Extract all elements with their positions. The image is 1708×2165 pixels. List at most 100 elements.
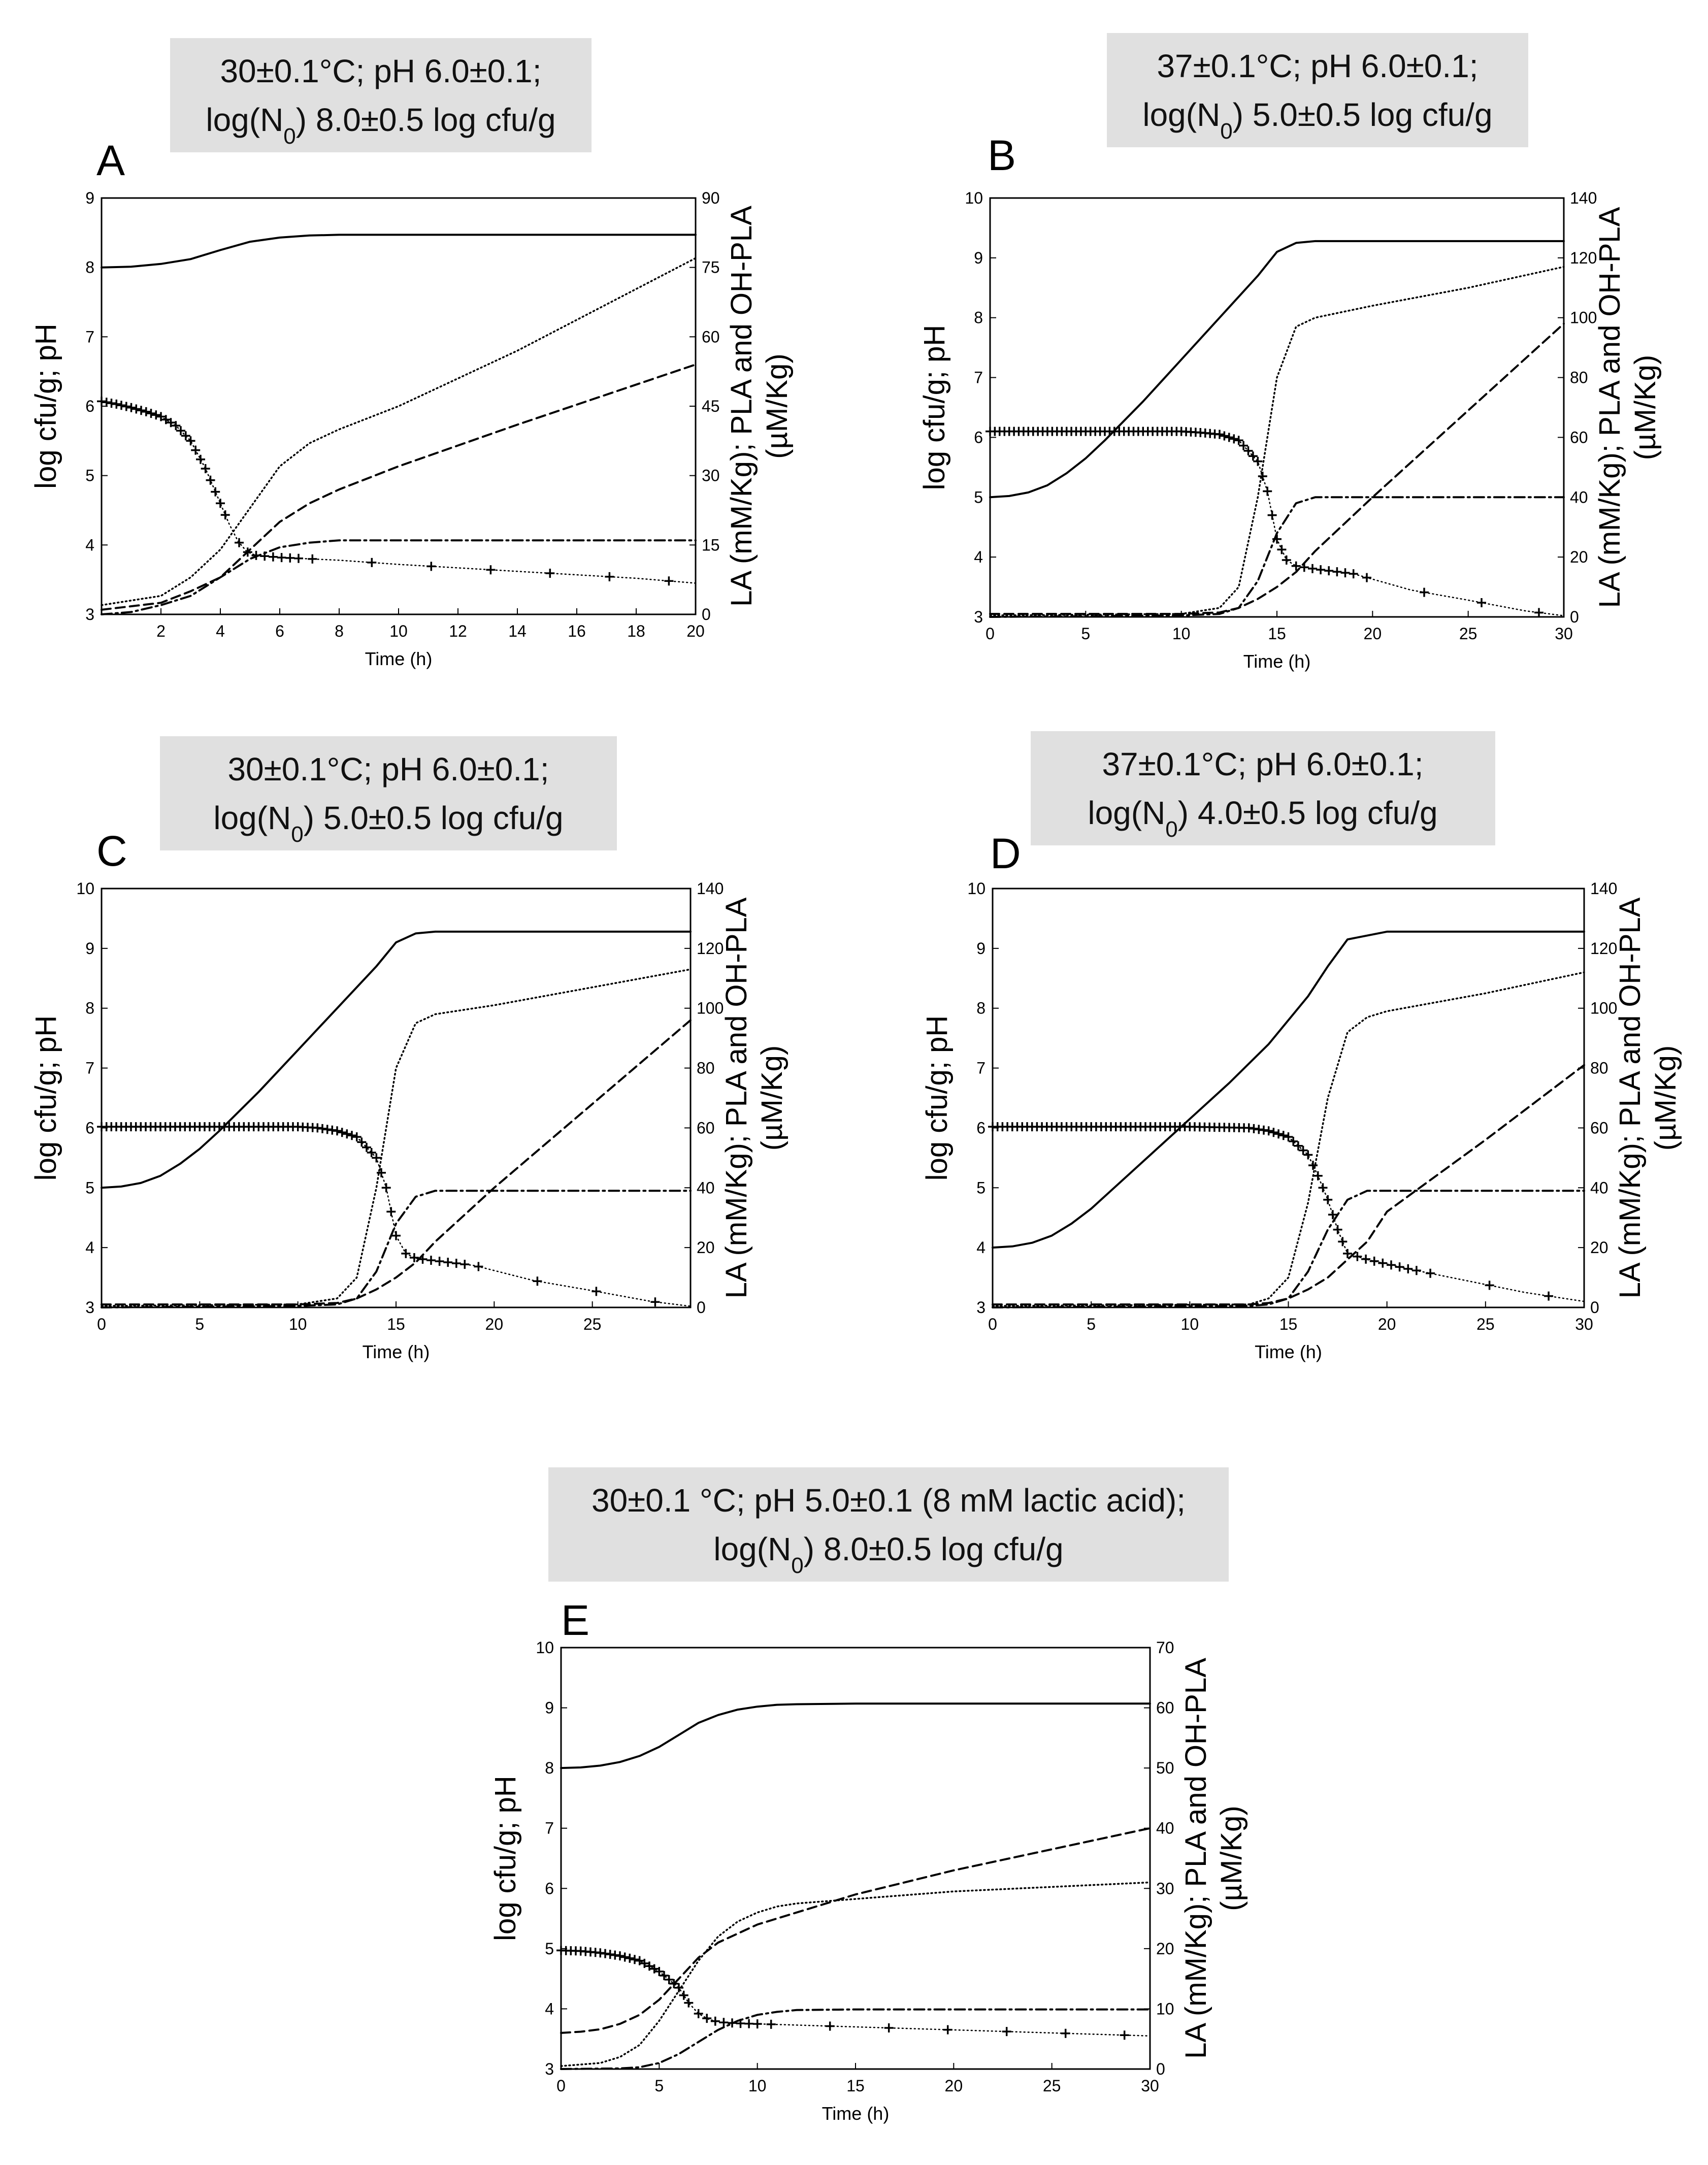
ph-marker (1282, 555, 1291, 565)
y-tick-label: 3 (85, 1298, 94, 1317)
ph-marker (592, 1287, 601, 1296)
panel-letter-a: A (96, 137, 125, 184)
series-oh-pla (992, 1190, 1585, 1308)
x-tick-label: 30 (1555, 625, 1573, 643)
ph-marker (211, 487, 220, 497)
ph-marker (630, 1955, 639, 1964)
ph-marker (1274, 1129, 1284, 1139)
ph-marker (1403, 1264, 1413, 1273)
panel-letter-d: D (990, 830, 1021, 877)
ph-marker (308, 554, 317, 564)
ph-marker (1361, 1254, 1371, 1264)
ph-marker (1387, 1260, 1396, 1270)
y2-tick-label: 0 (702, 605, 711, 624)
ph-marker (1328, 1210, 1337, 1220)
ph-marker (1215, 430, 1224, 439)
ph-marker (372, 1153, 381, 1163)
ph-marker (97, 397, 106, 406)
ph-marker (181, 431, 190, 441)
y2-tick-label: 15 (702, 536, 720, 554)
ph-marker (132, 404, 141, 414)
y2-tick-label: 20 (1590, 1238, 1608, 1257)
series-la (989, 266, 1565, 616)
ph-marker (1291, 561, 1301, 571)
x-tick-label: 0 (556, 2077, 566, 2095)
y2-tick-label: 100 (1570, 309, 1597, 327)
y-axis-label: log cfu/g; pH (29, 323, 62, 489)
y-tick-label: 10 (967, 879, 986, 898)
y-tick-label: 5 (545, 1940, 554, 1958)
x-tick-label: 10 (748, 2077, 767, 2095)
x-tick-label: 8 (335, 622, 344, 640)
x-axis-label: Time (h) (1243, 651, 1311, 672)
y2-tick-label: 120 (1570, 249, 1597, 267)
ph-marker (1544, 1291, 1554, 1301)
y2-axis-label-units: (µM/Kg) (761, 353, 794, 458)
ph-marker (1395, 1262, 1404, 1272)
series-line (101, 1190, 692, 1308)
y-tick-label: 6 (974, 428, 983, 446)
condition-b-line2: log(N0) 5.0±0.5 log cfu/g (1142, 96, 1492, 144)
panel-letter-c: C (96, 827, 127, 875)
y2-axis-label-units: (µM/Kg) (1629, 355, 1662, 460)
x-tick-label: 0 (97, 1315, 106, 1333)
ph-marker (196, 454, 205, 464)
y2-tick-label: 80 (1570, 369, 1588, 387)
series-line (101, 364, 697, 611)
y-tick-label: 9 (545, 1699, 554, 1717)
ph-marker (1338, 1237, 1348, 1246)
ph-marker (533, 1276, 542, 1286)
ph-marker (102, 398, 111, 407)
series-line (101, 1126, 692, 1307)
x-tick-label: 20 (485, 1315, 504, 1333)
x-tick-label: 2 (156, 622, 166, 640)
ph-marker (650, 1297, 660, 1307)
y2-axis-label: LA (mM/Kg); PLA and OH-PLA (1593, 207, 1626, 608)
y2-tick-label: 50 (1156, 1759, 1174, 1777)
x-axis-label: Time (h) (1255, 1341, 1322, 1362)
condition-d-line2: log(N0) 4.0±0.5 log cfu/g (1088, 795, 1437, 842)
series-la (101, 968, 692, 1307)
condition-a-line1: 30±0.1°C; pH 6.0±0.1; (220, 53, 541, 89)
y-tick-label: 6 (976, 1119, 986, 1137)
series-oh-pla (989, 496, 1565, 618)
ph-marker (362, 1142, 371, 1152)
x-tick-label: 6 (275, 622, 284, 640)
condition-box-b: 37±0.1°C; pH 6.0±0.1; log(N0) 5.0±0.5 lo… (1107, 33, 1528, 147)
series-log-cfu-g (101, 930, 692, 1189)
ph-marker (1349, 569, 1358, 579)
y-tick-label: 10 (536, 1638, 554, 1657)
ph-marker (171, 421, 181, 431)
y2-axis-label: LA (mM/Kg); PLA and OH-PLA (1179, 1658, 1212, 2059)
ph-marker (206, 475, 215, 485)
ph-marker (1369, 1256, 1379, 1266)
series-pla (101, 364, 697, 611)
y-axis-label: log cfu/g; pH (918, 325, 951, 490)
y2-axis-label-units: (µM/Kg) (756, 1045, 789, 1151)
ph-marker (1229, 434, 1239, 444)
x-tick-label: 30 (1141, 2077, 1159, 2095)
y2-tick-label: 70 (1156, 1638, 1174, 1657)
y2-tick-label: 80 (697, 1059, 715, 1077)
plot-frame (989, 197, 1565, 618)
ph-marker (684, 1998, 694, 2008)
ph-marker (1318, 1183, 1328, 1193)
ph-marker (1120, 2030, 1129, 2040)
ph-marker (744, 2019, 754, 2028)
x-tick-label: 20 (1378, 1315, 1396, 1333)
y2-axis-label: LA (mM/Kg); PLA and OH-PLA (1614, 897, 1647, 1298)
ph-marker (216, 499, 225, 508)
ph-marker (451, 1259, 461, 1268)
ph-marker (121, 402, 131, 411)
condition-box-c: 30±0.1°C; pH 6.0±0.1; log(N0) 5.0±0.5 lo… (160, 736, 617, 850)
x-tick-label: 25 (1476, 1315, 1495, 1333)
ph-marker (1378, 1258, 1388, 1268)
x-tick-label: 20 (1364, 625, 1382, 643)
ph-marker (1316, 565, 1326, 575)
ph-marker (460, 1260, 470, 1269)
ph-marker (426, 1256, 436, 1265)
plot-frame (992, 888, 1585, 1308)
